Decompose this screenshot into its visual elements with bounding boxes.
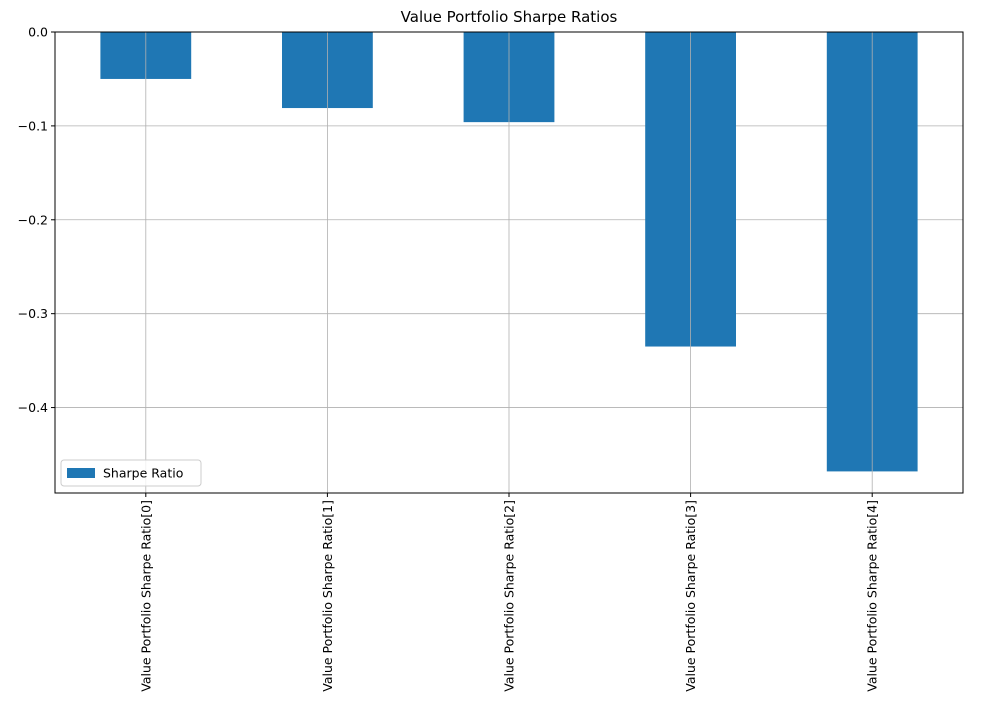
- x-tick-label: Value Portfolio Sharpe Ratio[2]: [502, 500, 517, 692]
- x-tick-label: Value Portfolio Sharpe Ratio[3]: [683, 500, 698, 692]
- y-tick-label: 0.0: [28, 25, 48, 40]
- y-tick-label: −0.1: [18, 118, 48, 133]
- legend-swatch: [67, 468, 95, 478]
- x-grid-lines: [145, 32, 873, 493]
- y-tick-label: −0.2: [18, 212, 48, 227]
- y-ticks: 0.0 −0.1 −0.2 −0.3 −0.4: [18, 25, 55, 415]
- legend-box: [60, 459, 202, 487]
- x-ticks: Value Portfolio Sharpe Ratio[0] Value Por…: [138, 493, 880, 692]
- x-tick-label: Value Portfolio Sharpe Ratio[1]: [320, 500, 335, 692]
- legend-label: Sharpe Ratio: [103, 466, 183, 481]
- x-tick-label: Value Portfolio Sharpe Ratio[4]: [865, 500, 880, 692]
- y-tick-label: −0.4: [18, 400, 48, 415]
- legend: Sharpe Ratio: [60, 459, 202, 487]
- y-tick-label: −0.3: [18, 306, 48, 321]
- chart-title: Value Portfolio Sharpe Ratios: [401, 8, 618, 26]
- x-tick-label: Value Portfolio Sharpe Ratio[0]: [138, 500, 153, 692]
